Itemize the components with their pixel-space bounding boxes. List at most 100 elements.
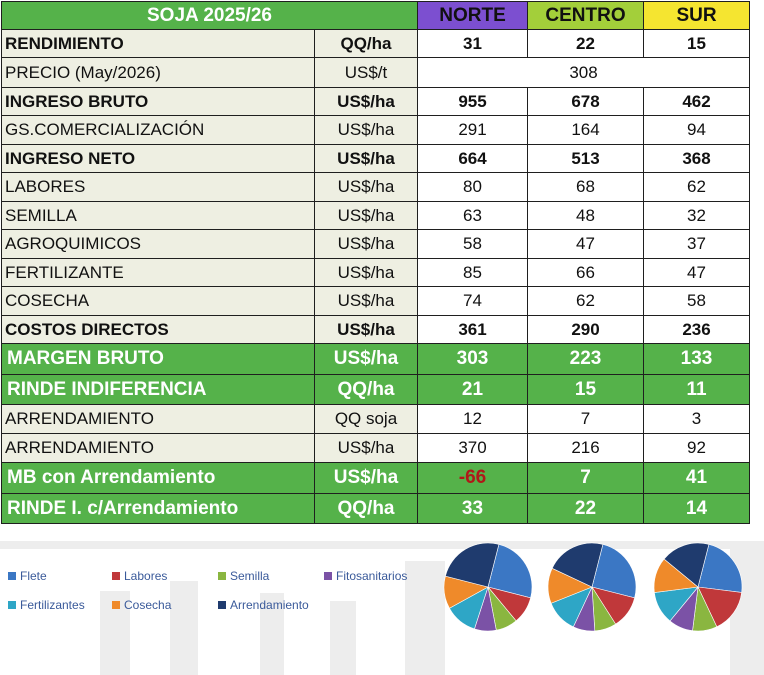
row-label: COSECHA <box>1 286 315 316</box>
value-cell-sur: 94 <box>643 115 750 145</box>
value-cell-sur: 62 <box>643 172 750 202</box>
pie-slice <box>445 542 500 588</box>
row-unit: QQ/ha <box>314 493 418 524</box>
legend-item: Semilla <box>218 569 269 583</box>
value-cell-norte: 955 <box>417 87 528 116</box>
value-cell-sur: 14 <box>643 493 750 524</box>
table-row: PRECIO (May/2026) US$/t 308 <box>1 57 750 88</box>
row-label: RENDIMIENTO <box>1 29 315 58</box>
value-cell-norte: -66 <box>417 462 528 494</box>
value-cell-norte: 33 <box>417 493 528 524</box>
row-label: COSTOS DIRECTOS <box>1 315 315 344</box>
legend-label: Flete <box>20 569 47 583</box>
row-label: INGRESO NETO <box>1 144 315 173</box>
value-cell-centro: 62 <box>527 286 644 316</box>
legend-swatch <box>218 601 226 609</box>
legend-label: Arrendamiento <box>230 598 309 612</box>
row-unit: QQ soja <box>314 404 418 434</box>
pie-chart-3 <box>653 542 743 632</box>
row-label: FERTILIZANTE <box>1 258 315 287</box>
pie-chart-1 <box>443 542 533 632</box>
row-label: SEMILLA <box>1 201 315 230</box>
header-centro: CENTRO <box>527 1 644 30</box>
table-row: COSTOS DIRECTOS US$/ha 361 290 236 <box>1 315 750 344</box>
value-cell-centro: 164 <box>527 115 644 145</box>
soja-margin-table: SOJA 2025/26 NORTE CENTRO SUR RENDIMIENT… <box>1 1 750 524</box>
table-row: LABORES US$/ha 80 68 62 <box>1 172 750 202</box>
value-cell-sur: 47 <box>643 258 750 287</box>
value-cell-sur: 58 <box>643 286 750 316</box>
pie-slice <box>697 586 742 628</box>
value-cell-centro: 513 <box>527 144 644 173</box>
table-row: ARRENDAMIENTO QQ soja 12 7 3 <box>1 404 750 434</box>
legend-label: Cosecha <box>124 598 172 612</box>
table-row: MARGEN BRUTO US$/ha 303 223 133 <box>1 343 750 375</box>
value-cell-norte: 80 <box>417 172 528 202</box>
value-cell-sur: 368 <box>643 144 750 173</box>
pie-slice <box>551 542 604 588</box>
value-cell-norte: 370 <box>417 433 528 463</box>
row-unit: US$/ha <box>314 433 418 463</box>
legend-label: Labores <box>124 569 168 583</box>
table-row: COSECHA US$/ha 74 62 58 <box>1 286 750 316</box>
pie-slice <box>663 542 710 588</box>
value-cell-sur: 462 <box>643 87 750 116</box>
value-cell-centro: 678 <box>527 87 644 116</box>
legend-item: Cosecha <box>112 598 171 612</box>
value-cell-norte: 303 <box>417 343 528 375</box>
table-row: RINDE I. c/Arrendamiento QQ/ha 33 22 14 <box>1 493 750 524</box>
value-cell-centro: 22 <box>527 29 644 58</box>
legend-swatch <box>112 572 120 580</box>
value-cell-sur: 133 <box>643 343 750 375</box>
table-row: AGROQUIMICOS US$/ha 58 47 37 <box>1 229 750 259</box>
row-label: ARRENDAMIENTO <box>1 404 315 434</box>
pie-slice <box>697 544 743 593</box>
value-cell-centro: 15 <box>527 374 644 405</box>
table-row: RENDIMIENTO QQ/ha 31 22 15 <box>1 29 750 58</box>
table-row: RINDE INDIFERENCIA QQ/ha 21 15 11 <box>1 374 750 405</box>
row-unit: US$/ha <box>314 229 418 259</box>
value-cell-norte: 664 <box>417 144 528 173</box>
table-row: GS.COMERCIALIZACIÓN US$/ha 291 164 94 <box>1 115 750 145</box>
row-label: LABORES <box>1 172 315 202</box>
pie-chart-2 <box>547 542 637 632</box>
value-cell-sur: 236 <box>643 315 750 344</box>
legend-label: Fertilizantes <box>20 598 85 612</box>
table-row: SEMILLA US$/ha 63 48 32 <box>1 201 750 230</box>
legend-label: Semilla <box>230 569 270 583</box>
value-cell-norte: 85 <box>417 258 528 287</box>
legend-swatch <box>8 601 16 609</box>
legend-swatch <box>218 572 226 580</box>
legend-swatch <box>112 601 120 609</box>
table-row: FERTILIZANTE US$/ha 85 66 47 <box>1 258 750 287</box>
pie-slice <box>487 544 533 599</box>
value-cell-centro: 216 <box>527 433 644 463</box>
row-label: RINDE INDIFERENCIA <box>1 374 315 405</box>
value-cell-sur: 3 <box>643 404 750 434</box>
row-unit: US$/ha <box>314 258 418 287</box>
legend-item: Arrendamiento <box>218 598 309 612</box>
value-cell-centro: 7 <box>527 462 644 494</box>
row-unit: QQ/ha <box>314 374 418 405</box>
legend-label: Fitosanitarios <box>336 569 408 583</box>
row-unit: US$/ha <box>314 87 418 116</box>
value-cell-sur: 11 <box>643 374 750 405</box>
merged-value-cell: 308 <box>417 57 750 88</box>
table-row: INGRESO BRUTO US$/ha 955 678 462 <box>1 87 750 116</box>
value-cell-norte: 12 <box>417 404 528 434</box>
row-unit: US$/ha <box>314 115 418 145</box>
value-cell-norte: 31 <box>417 29 528 58</box>
row-unit: US$/ha <box>314 315 418 344</box>
legend-swatch <box>324 572 332 580</box>
table-row: MB con Arrendamiento US$/ha -66 7 41 <box>1 462 750 494</box>
row-unit: US$/ha <box>314 201 418 230</box>
legend-item: Fertilizantes <box>8 598 85 612</box>
value-cell-centro: 47 <box>527 229 644 259</box>
value-cell-centro: 290 <box>527 315 644 344</box>
row-unit: US$/ha <box>314 462 418 494</box>
value-cell-norte: 361 <box>417 315 528 344</box>
value-cell-sur: 32 <box>643 201 750 230</box>
row-label: PRECIO (May/2026) <box>1 57 315 88</box>
value-cell-sur: 37 <box>643 229 750 259</box>
row-unit: US$/ha <box>314 172 418 202</box>
